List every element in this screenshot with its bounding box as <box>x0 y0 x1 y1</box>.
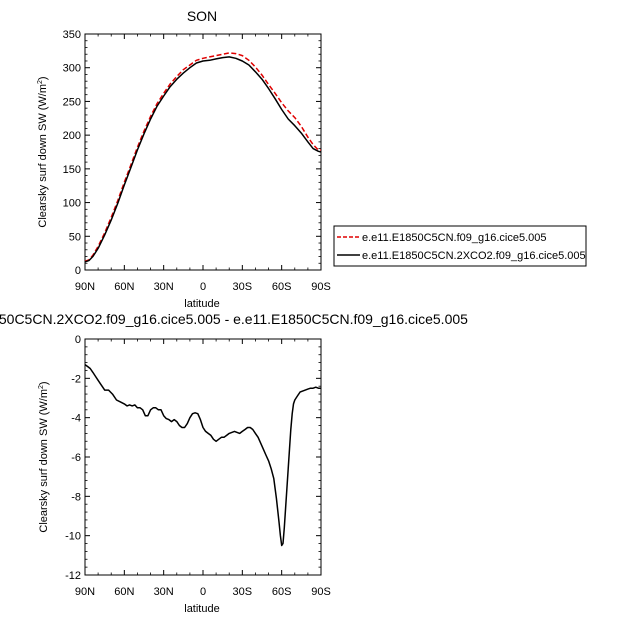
bottom-y-tick-label: -4 <box>71 413 81 425</box>
bottom-y-axis-label: Clearsky surf down SW (W/m2) <box>38 381 50 532</box>
top-y-tick-label: 250 <box>63 96 81 108</box>
legend: e.e11.E1850C5CN.f09_g16.cice5.005 e.e11.… <box>333 225 587 267</box>
bottom-chart-title: e.e11.E1850C5CN.2XCO2.f09_g16.cice5.005 … <box>0 311 468 327</box>
bottom-x-tick-label: 90N <box>75 586 95 598</box>
top-y-tick-label: 200 <box>63 130 81 142</box>
bottom-x-tick-label: 90S <box>311 586 331 598</box>
bottom-series-group <box>84 363 321 547</box>
top-y-axis-label: Clearsky surf down SW (W/m2) <box>37 76 49 227</box>
bottom-series-line-0 <box>84 363 321 547</box>
top-x-tick-label: 90S <box>311 281 331 293</box>
legend-box <box>333 225 587 267</box>
bottom-x-axis-label: latitude <box>184 603 219 615</box>
bottom-y-tick-label: -12 <box>65 570 81 582</box>
bottom-x-tick-label: 60N <box>114 586 134 598</box>
top-series-group <box>84 52 322 263</box>
bottom-x-tick-label: 0 <box>200 586 206 598</box>
bottom-chart: e.e11.E1850C5CN.2XCO2.f09_g16.cice5.005 … <box>0 311 468 615</box>
bottom-x-tick-label: 60S <box>272 586 292 598</box>
top-x-tick-label: 60N <box>114 281 134 293</box>
legend-label-control: e.e11.E1850C5CN.f09_g16.cice5.005 <box>362 232 547 244</box>
bottom-plot-frame <box>84 338 322 576</box>
top-x-tick-label: 60S <box>272 281 292 293</box>
top-x-tick-label: 30N <box>154 281 174 293</box>
top-x-tick-label: 30S <box>233 281 253 293</box>
top-plot-frame <box>84 33 322 271</box>
bottom-x-tick-label: 30N <box>154 586 174 598</box>
top-axes: 0 50 100 150 200 250 300 350 90N 60N 30N 0 30S 60S 90S <box>63 29 331 293</box>
top-y-tick-label: 50 <box>69 231 81 243</box>
bottom-y-tick-label: -2 <box>71 373 81 385</box>
top-chart-title: SON <box>187 8 217 24</box>
top-y-tick-label: 100 <box>63 198 81 210</box>
bottom-y-tick-label: -10 <box>65 531 81 543</box>
top-x-axis-label: latitude <box>184 298 219 310</box>
top-x-tick-label: 90N <box>75 281 95 293</box>
top-y-tick-label: 300 <box>63 63 81 75</box>
top-y-tick-label: 350 <box>63 29 81 41</box>
bottom-y-tick-label: -8 <box>71 491 81 503</box>
top-series-line-1 <box>84 56 322 263</box>
bottom-axes: -12 -10 -8 -6 -4 -2 0 90N 60N 30N 0 30S 60S 90S <box>65 334 331 598</box>
top-y-tick-label: 0 <box>75 265 81 277</box>
bottom-x-tick-label: 30S <box>233 586 253 598</box>
top-x-tick-label: 0 <box>200 281 206 293</box>
top-chart: SON 0 50 100 150 200 250 300 350 90N 60N 30N 0 30S 60… <box>37 8 587 310</box>
legend-label-2xco2: e.e11.E1850C5CN.2XCO2.f09_g16.cice5.005 <box>362 250 586 262</box>
bottom-y-tick-label: -6 <box>71 452 81 464</box>
bottom-y-tick-label: 0 <box>75 334 81 346</box>
top-series-line-0 <box>84 52 321 262</box>
top-y-tick-label: 150 <box>63 164 81 176</box>
